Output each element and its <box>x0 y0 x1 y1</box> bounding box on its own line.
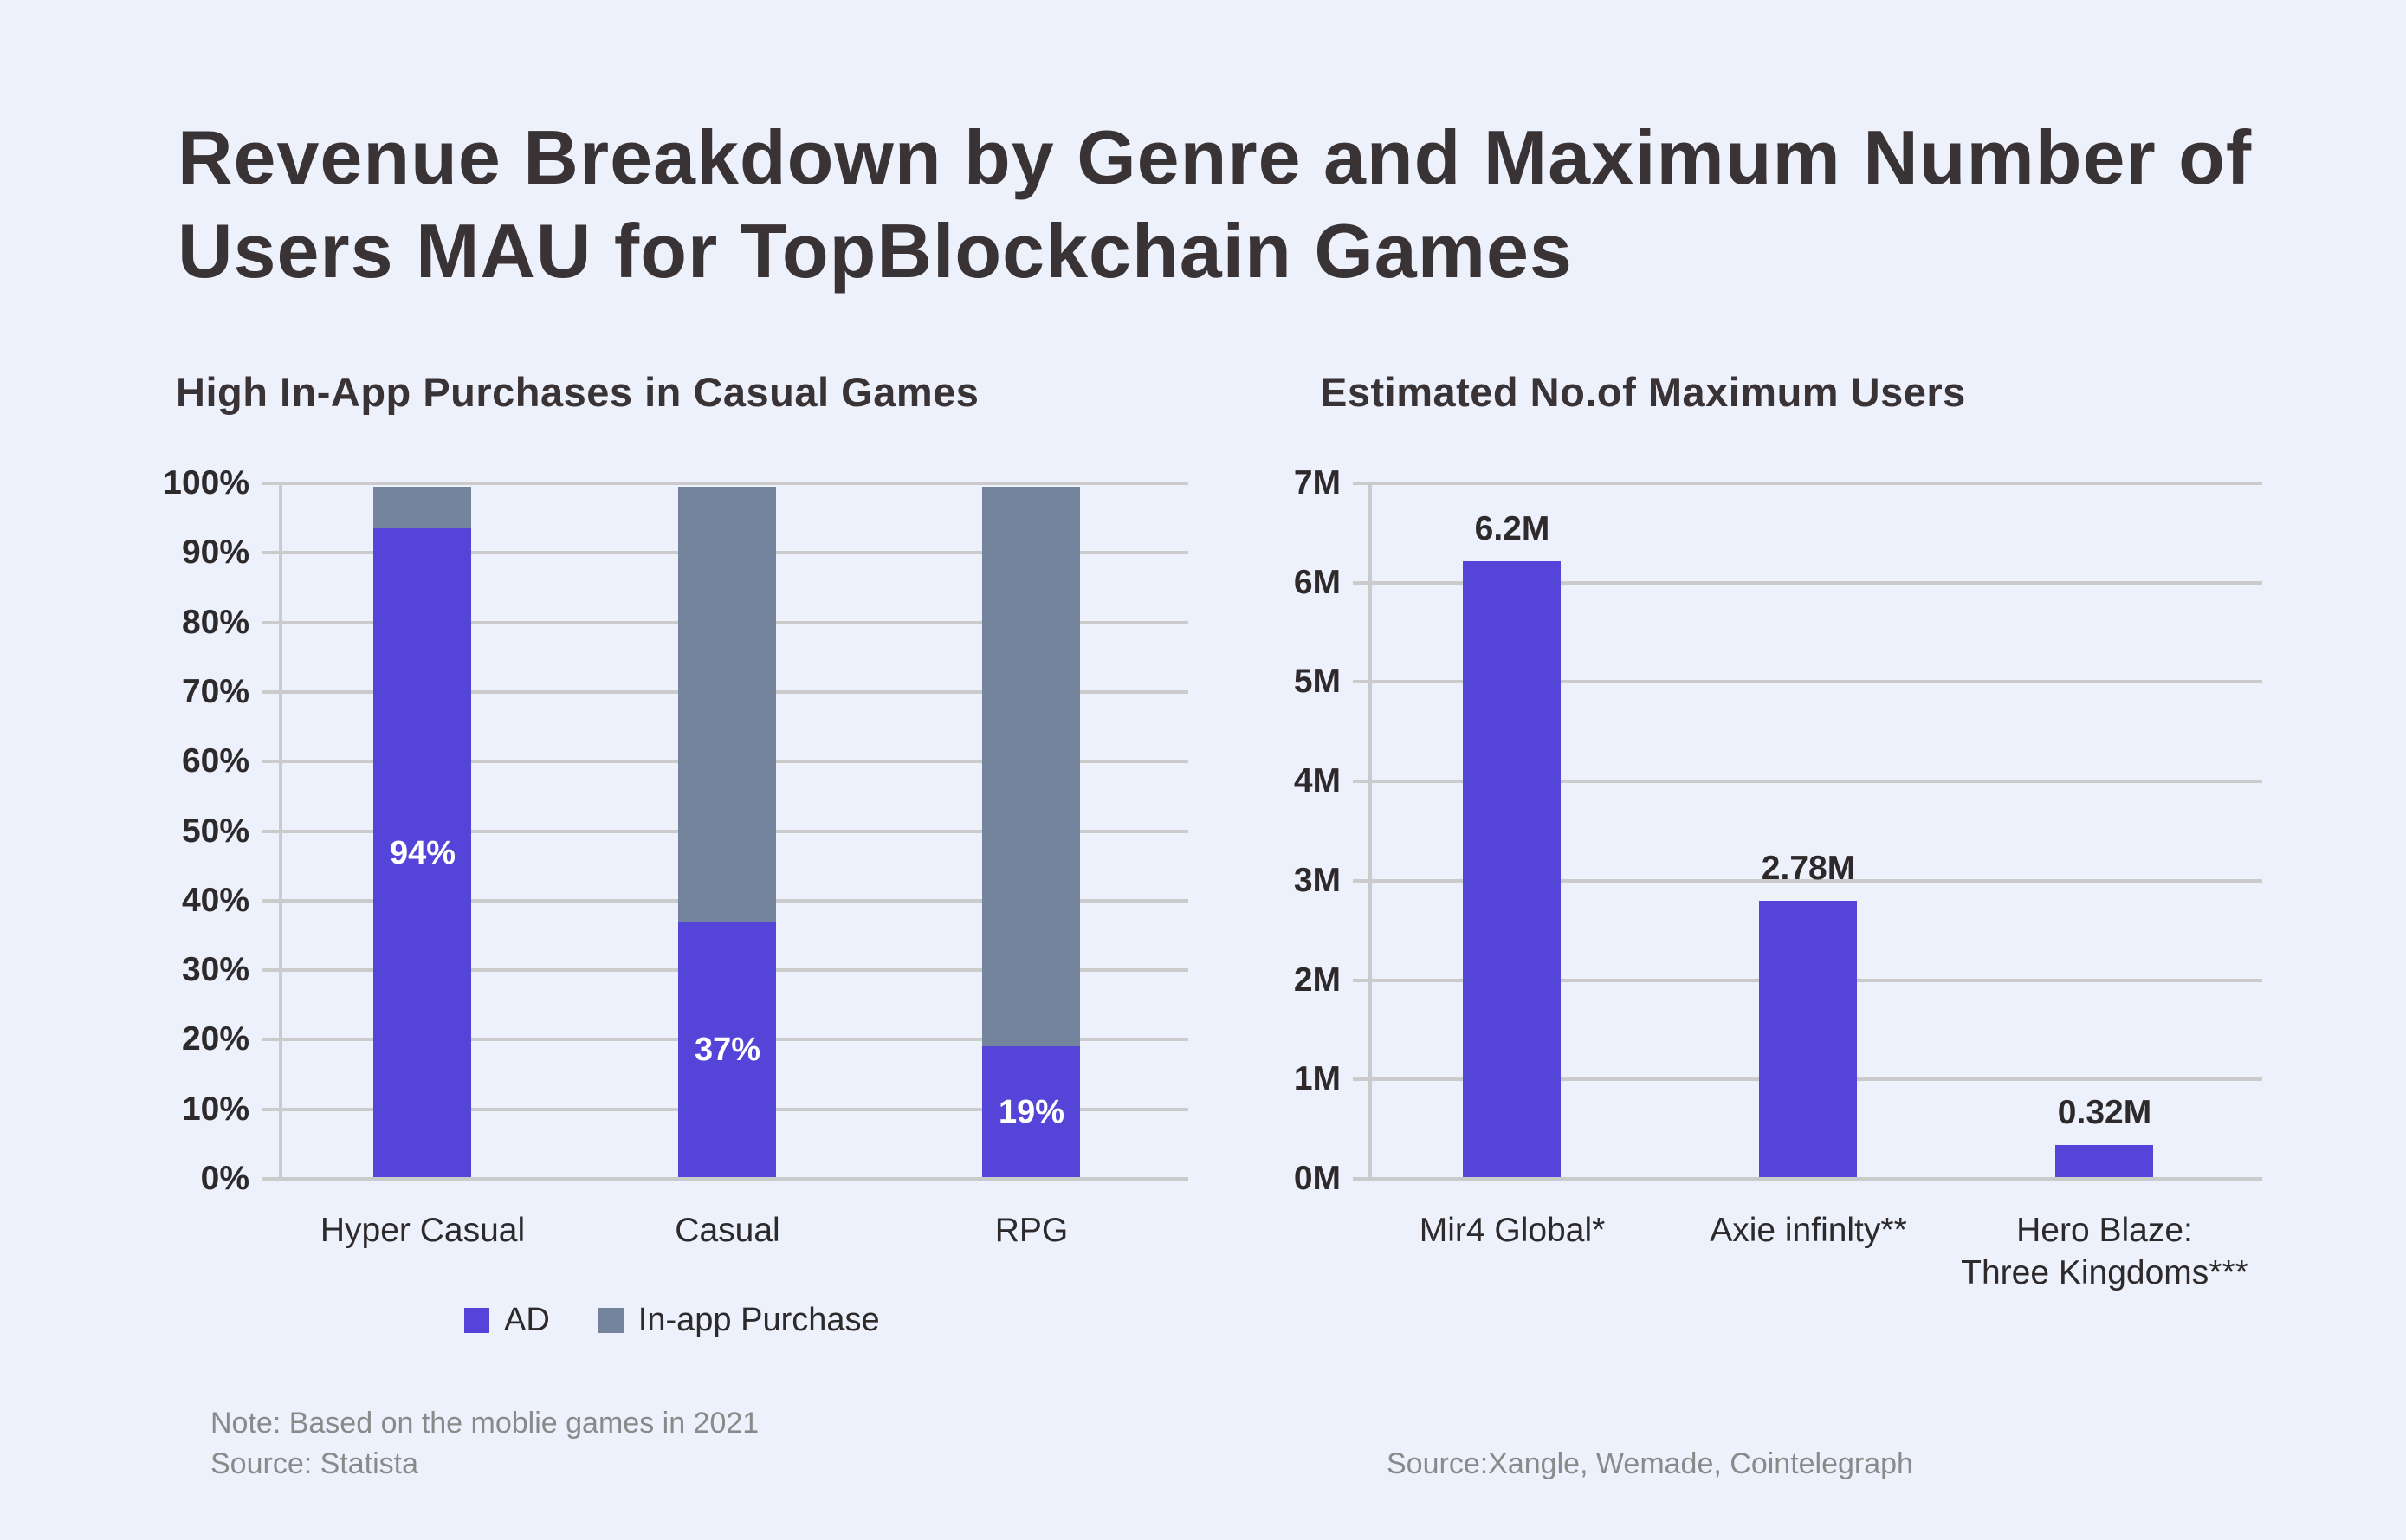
y-axis-tick-label: 2M <box>1293 961 1341 999</box>
category-label: Hero Blaze: Three Kingdoms*** <box>1905 1209 2304 1294</box>
category-label: Hyper Casual <box>223 1209 622 1252</box>
gridline <box>1353 780 2262 783</box>
y-axis-line <box>1368 483 1372 1181</box>
y-axis-tick-label: 10% <box>181 1090 249 1128</box>
category-label: Axie infinlty** <box>1609 1209 2008 1252</box>
gridline <box>1353 680 2262 683</box>
ad-legend-label: AD <box>504 1302 550 1338</box>
y-axis-line <box>279 483 282 1181</box>
y-axis-tick-label: 6M <box>1293 564 1341 601</box>
page-title-line-2: Users MAU for TopBlockchain Games <box>178 208 1573 294</box>
gridline <box>1353 482 2262 485</box>
legend: AD In-app Purchase <box>464 1302 880 1339</box>
stacked-bar-hyper-casual <box>373 487 471 1177</box>
inapp-purchase-legend-swatch <box>598 1308 624 1333</box>
gridline <box>1353 879 2262 883</box>
users-bar-2 <box>2055 1145 2153 1177</box>
y-axis-tick-label: 5M <box>1293 663 1341 700</box>
bar-value-label: 0.32M <box>2057 1094 2152 1131</box>
gridline <box>262 482 1188 485</box>
category-label: Mir4 Global* <box>1313 1209 1711 1252</box>
category-label-line: RPG <box>994 1212 1069 1249</box>
y-axis-tick-label: 90% <box>181 534 249 571</box>
category-label-line: Hyper Casual <box>320 1212 526 1249</box>
gridline <box>1353 581 2262 585</box>
right-chart-source: Source:Xangle, Wemade, Cointelegraph <box>1387 1447 1913 1480</box>
y-axis-tick-label: 4M <box>1293 762 1341 799</box>
category-label-line: Casual <box>675 1212 780 1249</box>
category-label-line: Three Kingdoms*** <box>1961 1254 2248 1291</box>
ad-legend-swatch <box>464 1308 489 1333</box>
y-axis-tick-label: 3M <box>1293 862 1341 899</box>
ad-share-percentage-label: 19% <box>998 1094 1065 1130</box>
y-axis-tick-label: 40% <box>181 882 249 919</box>
stacked-bar-casual <box>678 487 776 1177</box>
ad-share-segment <box>982 1046 1080 1177</box>
y-axis-tick-label: 70% <box>181 673 249 710</box>
y-axis-tick-label: 1M <box>1293 1060 1341 1097</box>
y-axis-tick-label: 0M <box>1293 1160 1341 1197</box>
category-label: Casual <box>528 1209 927 1252</box>
left-chart-source: Source: Statista <box>210 1447 419 1480</box>
y-axis-tick-label: 0% <box>200 1160 249 1197</box>
y-axis-tick-label: 7M <box>1293 464 1341 501</box>
page-title-line-1: Revenue Breakdown by Genre and Maximum N… <box>178 114 2253 200</box>
y-axis-tick-label: 50% <box>181 812 249 850</box>
users-bar-1 <box>1759 901 1857 1177</box>
bar-value-label: 6.2M <box>1474 510 1550 547</box>
y-axis-tick-label: 80% <box>181 604 249 641</box>
gridline <box>1353 1177 2262 1181</box>
ad-share-segment <box>678 922 776 1177</box>
y-axis-tick-label: 20% <box>181 1020 249 1058</box>
ad-share-segment <box>373 528 471 1177</box>
left-chart-title: High In-App Purchases in Casual Games <box>176 369 980 415</box>
users-bar-0 <box>1463 561 1561 1177</box>
left-chart-note: Note: Based on the moblie games in 2021 <box>210 1407 760 1440</box>
y-axis-tick-label: 30% <box>181 951 249 988</box>
category-label: RPG <box>832 1209 1231 1252</box>
stacked-bar-rpg <box>982 487 1080 1177</box>
bar-value-label: 2.78M <box>1761 850 1856 887</box>
category-label-line: Hero Blaze: <box>2016 1212 2193 1249</box>
inapp-purchase-legend-label: In-app Purchase <box>637 1302 880 1338</box>
ad-share-percentage-label: 94% <box>389 835 456 871</box>
legend-item-ad: AD <box>464 1302 550 1339</box>
category-label-line: Axie infinlty** <box>1710 1212 1907 1249</box>
page-title: Revenue Breakdown by Genre and Maximum N… <box>178 111 2252 298</box>
category-label-line: Mir4 Global* <box>1419 1212 1606 1249</box>
y-axis-tick-label: 60% <box>181 742 249 780</box>
y-axis-tick-label: 100% <box>163 464 249 501</box>
legend-item-inapp: In-app Purchase <box>598 1302 880 1339</box>
ad-share-percentage-label: 37% <box>694 1032 761 1068</box>
right-chart-title: Estimated No.of Maximum Users <box>1320 369 1966 415</box>
gridline <box>262 1177 1188 1181</box>
